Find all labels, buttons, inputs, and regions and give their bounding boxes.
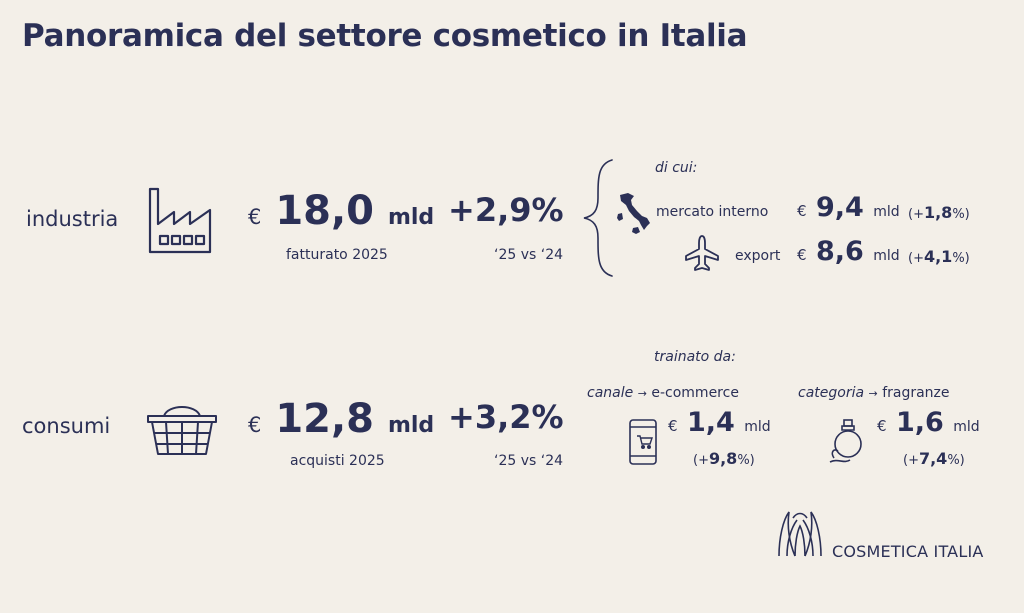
categoria-pct-value: 7,4 [918, 449, 948, 468]
interno-unit: mld [873, 204, 900, 220]
canale-name: e-commerce [651, 385, 739, 401]
canale-value: € 1,4 mld [668, 407, 771, 438]
consumi-unit: mld [387, 413, 435, 438]
categoria-unit: mld [953, 419, 980, 435]
categoria-name: fragranze [882, 385, 950, 401]
arrow-icon: → [868, 387, 878, 400]
pct-close: %) [737, 453, 755, 468]
italy-map-icon [614, 192, 656, 238]
consumi-growth-caption: ‘25 vs ‘24 [494, 453, 564, 469]
currency-symbol: € [248, 205, 262, 229]
drivers-title: trainato da: [654, 349, 736, 365]
categoria-percent: (+7,4%) [903, 449, 965, 468]
pct-open: (+ [693, 453, 709, 468]
industria-caption: fatturato 2025 [286, 247, 388, 263]
export-unit: mld [873, 248, 900, 264]
canale-unit: mld [744, 419, 771, 435]
canale-amount: 1,4 [686, 407, 735, 438]
brace-icon [580, 158, 616, 278]
logo-text: COSMETICA ITALIA [832, 542, 984, 561]
pct-close: %) [947, 453, 965, 468]
export-amount: 8,6 [815, 236, 864, 267]
consumi-amount: 12,8 [275, 396, 375, 442]
arrow-icon: → [637, 387, 647, 400]
interno-label: mercato interno [656, 204, 769, 220]
export-value: € 8,6 mld [797, 236, 900, 267]
categoria-label: categoria [798, 385, 865, 401]
consumi-label: consumi [22, 414, 111, 438]
industria-growth: +2,9% [448, 191, 564, 229]
pct-close: %) [952, 251, 970, 266]
currency-symbol: € [797, 246, 807, 264]
currency-symbol: € [668, 417, 678, 435]
categoria-value: € 1,6 mld [877, 407, 980, 438]
interno-pct-value: 1,8 [923, 203, 953, 222]
smartphone-cart-icon [628, 418, 658, 466]
consumi-growth: +3,2% [448, 398, 564, 436]
pct-open: (+ [908, 251, 924, 266]
industria-growth-caption: ‘25 vs ‘24 [494, 247, 564, 263]
consumi-caption: acquisti 2025 [290, 453, 385, 469]
categoria-amount: 1,6 [895, 407, 944, 438]
currency-symbol: € [797, 202, 807, 220]
industria-unit: mld [387, 205, 435, 230]
export-percent: (+4,1%) [908, 247, 970, 266]
canale-label: canale [587, 385, 634, 401]
categoria-heading: categoria → fragranze [798, 385, 950, 401]
canale-pct-value: 9,8 [708, 449, 738, 468]
pct-open: (+ [908, 207, 924, 222]
industria-value: € 18,0 mld [248, 188, 434, 234]
canale-heading: canale → e-commerce [587, 385, 739, 401]
page-title: Panoramica del settore cosmetico in Ital… [22, 18, 748, 54]
consumi-value: € 12,8 mld [248, 396, 434, 442]
interno-value: € 9,4 mld [797, 192, 900, 223]
export-pct-value: 4,1 [923, 247, 953, 266]
currency-symbol: € [248, 413, 262, 437]
industria-amount: 18,0 [275, 188, 375, 234]
cosmetica-italia-logo [775, 508, 825, 560]
canale-percent: (+9,8%) [693, 449, 755, 468]
industria-label: industria [26, 207, 119, 231]
pct-close: %) [952, 207, 970, 222]
currency-symbol: € [877, 417, 887, 435]
breakdown-title: di cui: [655, 160, 698, 176]
basket-icon [146, 398, 218, 458]
interno-percent: (+1,8%) [908, 203, 970, 222]
perfume-bottle-icon [828, 418, 868, 466]
pct-open: (+ [903, 453, 919, 468]
airplane-icon [684, 234, 720, 272]
factory-icon [144, 186, 218, 256]
interno-amount: 9,4 [815, 192, 864, 223]
export-label: export [735, 248, 781, 264]
